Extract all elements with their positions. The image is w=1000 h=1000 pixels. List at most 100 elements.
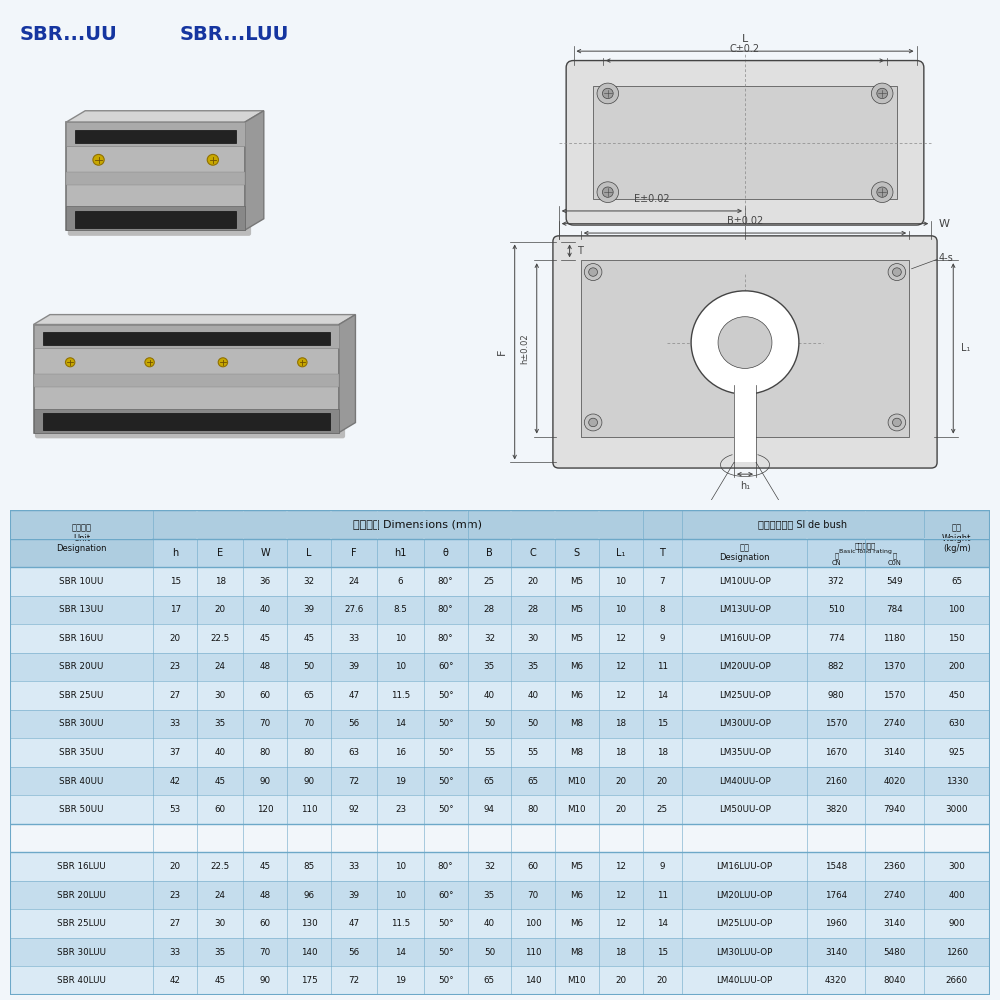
Text: 85: 85 (303, 862, 315, 871)
Bar (153, 795, 197, 824)
Text: 40: 40 (484, 919, 495, 928)
Text: M10: M10 (568, 805, 586, 814)
Circle shape (691, 291, 799, 394)
Bar (643, 539, 682, 567)
Bar (287, 738, 331, 767)
Text: 33: 33 (349, 634, 360, 643)
Bar (599, 738, 643, 767)
Bar (865, 881, 924, 909)
Bar (599, 567, 643, 596)
Bar (924, 624, 990, 653)
Text: 1570: 1570 (883, 691, 906, 700)
Text: 14: 14 (657, 919, 668, 928)
Bar (807, 852, 865, 881)
Bar (10, 510, 153, 567)
Text: LM40LUU-OP: LM40LUU-OP (717, 976, 773, 985)
Text: M6: M6 (570, 662, 583, 671)
Bar (10, 881, 153, 909)
Bar (287, 681, 331, 710)
Text: 80°: 80° (438, 577, 453, 586)
Text: 2740: 2740 (883, 891, 906, 900)
Bar (924, 510, 990, 567)
Bar (243, 653, 287, 681)
Text: 50°: 50° (438, 691, 453, 700)
Bar (599, 909, 643, 938)
Text: 60: 60 (528, 862, 539, 871)
Bar (10, 567, 153, 596)
Text: SBR...UU: SBR...UU (20, 25, 118, 44)
Text: 20: 20 (170, 862, 181, 871)
Text: W: W (260, 548, 270, 558)
Bar (196, 510, 198, 539)
Text: 重量
Weight
(kg/m): 重量 Weight (kg/m) (942, 524, 972, 553)
Text: 3140: 3140 (883, 919, 906, 928)
Text: 42: 42 (170, 777, 181, 786)
Text: 400: 400 (948, 891, 965, 900)
Bar (243, 510, 244, 539)
Bar (599, 596, 643, 624)
Bar (511, 624, 555, 653)
Text: 60: 60 (260, 919, 271, 928)
Text: 3140: 3140 (825, 948, 847, 957)
Text: M5: M5 (570, 862, 583, 871)
Bar (924, 681, 990, 710)
Bar (510, 510, 512, 539)
Text: SBR 25UU: SBR 25UU (59, 691, 104, 700)
FancyBboxPatch shape (553, 236, 937, 468)
Bar (243, 681, 287, 710)
Bar (924, 795, 990, 824)
Bar (424, 767, 468, 795)
Bar (377, 710, 424, 738)
Bar (924, 966, 990, 995)
Text: 63: 63 (349, 748, 360, 757)
Bar (865, 767, 924, 795)
Text: LM10UU-OP: LM10UU-OP (719, 577, 771, 586)
Bar (377, 767, 424, 795)
Polygon shape (339, 315, 355, 432)
Text: 37: 37 (169, 748, 181, 757)
Circle shape (65, 358, 75, 367)
Bar (555, 881, 599, 909)
Text: 42: 42 (170, 976, 181, 985)
Bar (599, 767, 643, 795)
Text: 15: 15 (657, 719, 668, 728)
Bar (377, 909, 424, 938)
FancyBboxPatch shape (35, 326, 345, 438)
Bar (10, 966, 153, 995)
Text: 20: 20 (215, 605, 226, 614)
Text: 23: 23 (395, 805, 406, 814)
Bar (153, 567, 197, 596)
Text: SBR 20LUU: SBR 20LUU (57, 891, 106, 900)
Text: 100: 100 (525, 919, 542, 928)
Bar (682, 596, 807, 624)
Bar (643, 681, 682, 710)
Bar (468, 710, 511, 738)
Bar (66, 172, 245, 185)
Text: LM30LUU-OP: LM30LUU-OP (716, 948, 773, 957)
Text: T: T (577, 246, 583, 256)
Bar (153, 938, 197, 966)
Text: 10: 10 (615, 577, 626, 586)
Bar (243, 909, 287, 938)
Bar (511, 938, 555, 966)
Text: SBR...LUU: SBR...LUU (180, 25, 289, 44)
Text: LM13UU-OP: LM13UU-OP (719, 605, 771, 614)
Bar (331, 881, 377, 909)
Bar (287, 624, 331, 653)
Text: LM35UU-OP: LM35UU-OP (719, 748, 771, 757)
Bar (865, 596, 924, 624)
Text: 18: 18 (215, 577, 226, 586)
Bar (468, 567, 511, 596)
Text: 10: 10 (395, 662, 406, 671)
Text: 450: 450 (948, 691, 965, 700)
Text: 12: 12 (615, 919, 626, 928)
Text: 20: 20 (615, 805, 626, 814)
Bar (468, 909, 511, 938)
Text: 8.5: 8.5 (394, 605, 407, 614)
Text: 50: 50 (484, 948, 495, 957)
Text: LM40UU-OP: LM40UU-OP (719, 777, 771, 786)
Bar (287, 938, 331, 966)
Text: 4020: 4020 (883, 777, 906, 786)
Text: 18: 18 (615, 948, 626, 957)
Text: 45: 45 (303, 634, 315, 643)
